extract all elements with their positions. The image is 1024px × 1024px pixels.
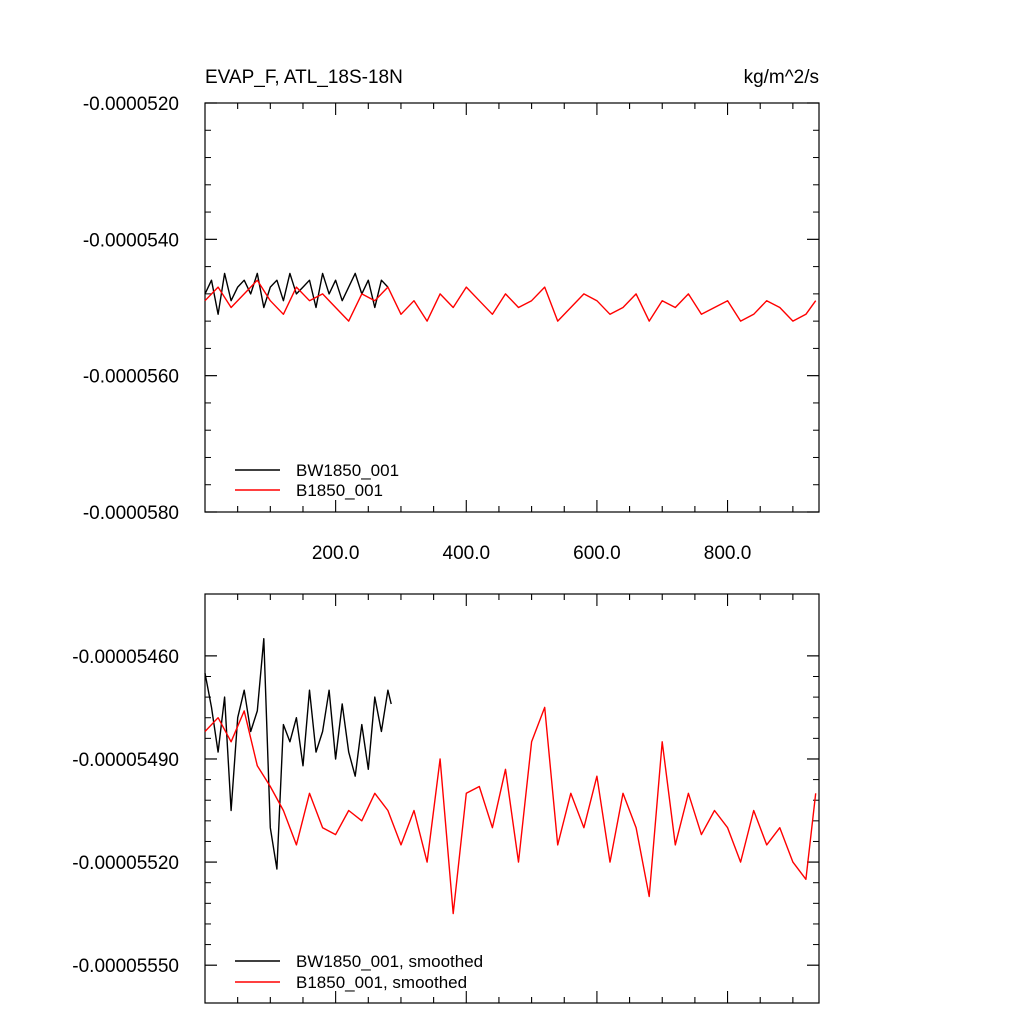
top-ytick-label: -0.0000520 — [83, 94, 179, 115]
top-ytick-label: -0.0000580 — [83, 503, 179, 524]
top-xtick-label: 800.0 — [704, 543, 752, 564]
top-ytick-label: -0.0000560 — [83, 367, 179, 388]
top-axis-ticks: -0.0000520 -0.0000540 -0.0000560 -0.0000580… — [83, 94, 819, 564]
top-series-line-b1850 — [204, 279, 817, 322]
bottom-legend: BW1850_001, smoothed B1850_001, smoothed — [235, 952, 483, 992]
bottom-panel: -0.00005460 -0.00005490 -0.00005520 -0.0000… — [72, 593, 820, 1004]
top-xtick-label: 600.0 — [573, 543, 621, 564]
top-plot-frame — [204, 102, 820, 513]
top-panel: EVAP_F, ATL_18S-18N kg/m^2/s -0.0000520-… — [83, 67, 820, 564]
bottom-ytick-label: -0.00005460 — [72, 647, 179, 668]
top-legend-label-bw1850: BW1850_001 — [296, 461, 399, 480]
bottom-ytick-label: -0.00005490 — [72, 750, 179, 771]
top-xtick-label: 400.0 — [443, 543, 491, 564]
top-units-label: kg/m^2/s — [744, 67, 819, 88]
bottom-legend-label-b1850: B1850_001, smoothed — [296, 973, 467, 992]
bottom-axis-ticks: -0.00005460 -0.00005490 -0.00005520 -0.0000… — [72, 594, 819, 1003]
bottom-plot-frame — [204, 593, 820, 1004]
bottom-legend-label-bw1850: BW1850_001, smoothed — [296, 952, 483, 971]
top-series-group — [204, 272, 817, 322]
bottom-series-line-b1850 — [204, 706, 817, 915]
top-ytick-label: -0.0000540 — [83, 230, 179, 251]
top-series-line-bw1850 — [204, 272, 389, 315]
top-xtick-label: 200.0 — [312, 543, 360, 564]
bottom-series-group — [204, 638, 817, 915]
top-legend-label-b1850: B1850_001 — [296, 481, 383, 500]
bottom-series-line-bw1850 — [204, 638, 392, 870]
bottom-ytick-label: -0.00005520 — [72, 853, 179, 874]
top-legend: BW1850_001 B1850_001 — [235, 461, 399, 500]
top-chart-title: EVAP_F, ATL_18S-18N — [205, 67, 403, 88]
bottom-ytick-label: -0.00005550 — [72, 956, 179, 977]
